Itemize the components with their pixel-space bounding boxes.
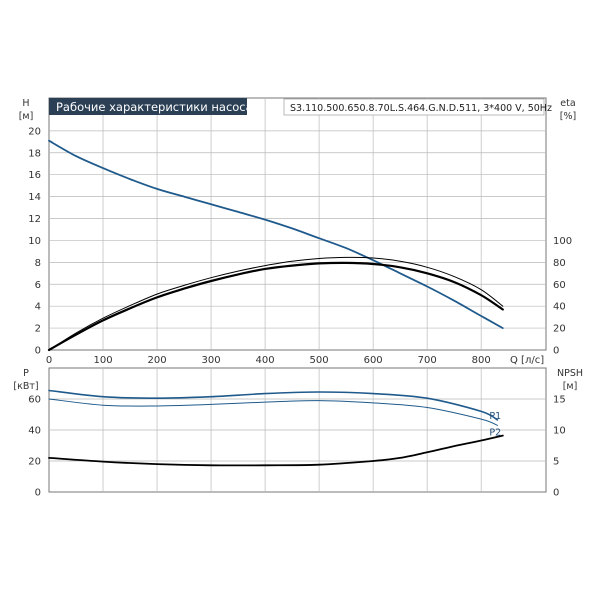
npsh-tick-label: 10 xyxy=(553,426,566,437)
eta-tick-label: 0 xyxy=(553,346,559,357)
h-tick-label: 20 xyxy=(28,126,41,137)
x-tick-label: 800 xyxy=(472,355,491,366)
p2-series-label: P2 xyxy=(489,427,501,438)
h-tick-label: 14 xyxy=(28,192,41,203)
x-tick-label: 300 xyxy=(202,355,221,366)
head-curve xyxy=(48,139,504,329)
efficiency-curve-upper xyxy=(48,256,504,351)
pump-model-label: S3.110.500.650.8.70L.S.464.G.N.D.511, 3*… xyxy=(290,103,552,114)
upper-plot-frame xyxy=(48,97,547,351)
h-tick-label: 8 xyxy=(35,258,41,269)
h-tick-label: 12 xyxy=(28,214,41,225)
chart-title: Рабочие характеристики насоса xyxy=(56,100,253,114)
model-box xyxy=(283,98,545,116)
h-tick-label: 4 xyxy=(35,302,41,313)
npsh-tick-label: 0 xyxy=(553,488,559,499)
x-tick-label: 500 xyxy=(310,355,329,366)
eta-tick-label: 80 xyxy=(553,258,566,269)
h-tick-label: 6 xyxy=(35,280,41,291)
h-axis-label: H xyxy=(22,98,29,109)
npsh-axis-unit: [м] xyxy=(563,381,578,392)
eta-axis-unit: [%] xyxy=(560,111,576,122)
h-axis-unit: [м] xyxy=(19,111,34,122)
x-tick-label: 100 xyxy=(93,355,112,366)
eta-axis-label: eta xyxy=(560,98,575,109)
p-tick-label: 40 xyxy=(28,426,41,437)
npsh-tick-label: 5 xyxy=(553,457,559,468)
x-tick-label: 200 xyxy=(147,355,166,366)
efficiency-curve xyxy=(47,261,504,352)
eta-tick-label: 40 xyxy=(553,302,566,313)
x-axis-unit-label: Q [л/с] xyxy=(510,355,544,366)
h-tick-label: 0 xyxy=(35,346,41,357)
x-tick-label: 400 xyxy=(256,355,275,366)
eta-tick-label: 60 xyxy=(553,280,566,291)
h-tick-label: 16 xyxy=(28,170,41,181)
npsh-axis-label: NPSH xyxy=(557,368,583,379)
p1-power-curve xyxy=(48,389,499,421)
eta-tick-label: 20 xyxy=(553,324,566,335)
x-tick-label: 600 xyxy=(364,355,383,366)
p-tick-label: 60 xyxy=(28,395,41,406)
p2-power-curve xyxy=(48,398,498,426)
h-tick-label: 18 xyxy=(28,148,41,159)
p1-series-label: P1 xyxy=(489,411,501,422)
p-axis-label: P xyxy=(23,368,29,379)
title-background xyxy=(49,98,247,115)
p-tick-label: 20 xyxy=(28,457,41,468)
npsh-curve xyxy=(48,434,504,467)
npsh-tick-label: 15 xyxy=(553,395,566,406)
eta-tick-label: 100 xyxy=(553,236,572,247)
p-axis-unit: [кВт] xyxy=(13,381,38,392)
h-tick-label: 2 xyxy=(35,324,41,335)
x-tick-label: 700 xyxy=(418,355,437,366)
p-tick-label: 0 xyxy=(35,488,41,499)
x-tick-label: 0 xyxy=(46,355,52,366)
h-tick-label: 10 xyxy=(28,236,41,247)
